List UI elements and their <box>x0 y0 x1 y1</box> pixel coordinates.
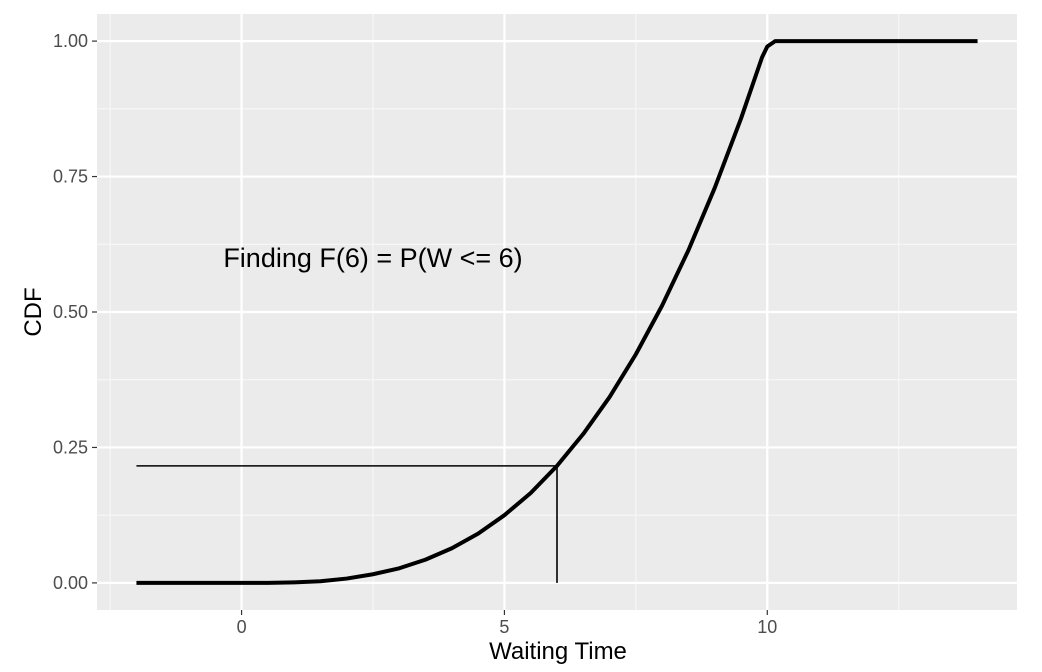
y-tick-label: 0.25 <box>53 437 88 457</box>
y-axis-ticks: 0.00 0.25 0.50 0.75 1.00 <box>53 31 97 593</box>
x-axis-title: Waiting Time <box>489 638 627 665</box>
x-tick-label: 10 <box>757 617 777 637</box>
cdf-line <box>136 39 978 585</box>
y-axis-title: CDF <box>20 287 47 336</box>
major-gridlines <box>97 14 1017 610</box>
x-tick-label: 5 <box>499 617 509 637</box>
annotation-label: Finding F(6) = P(W <= 6) <box>223 243 522 273</box>
y-tick-label: 0.50 <box>53 302 88 322</box>
y-tick-label: 0.75 <box>53 167 88 187</box>
y-tick-label: 1.00 <box>53 31 88 51</box>
x-tick-label: 0 <box>237 617 247 637</box>
y-tick-label: 0.00 <box>53 573 88 593</box>
x-axis-ticks: 0 5 10 <box>237 610 777 637</box>
